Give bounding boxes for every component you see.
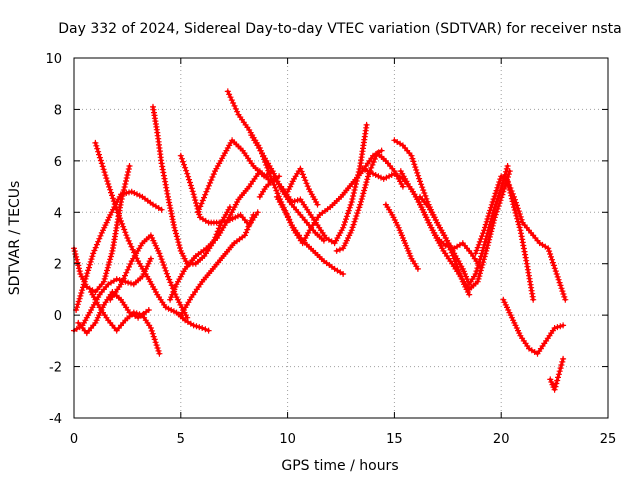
series-arc-26: [500, 296, 567, 357]
y-tick-labels: -4 -2 0 2 4 6 8 10: [45, 52, 62, 427]
series-markers: [500, 296, 567, 357]
series-markers: [194, 137, 276, 216]
series-markers: [150, 103, 233, 267]
plot-frame: [73, 57, 609, 419]
y-tick-label: -4: [49, 412, 62, 427]
chart-title: Day 332 of 2024, Sidereal Day-to-day VTE…: [58, 21, 621, 37]
series-arc-4: [92, 139, 212, 334]
series-markers: [547, 355, 567, 393]
series-markers: [107, 232, 191, 321]
series-arc-27: [547, 355, 567, 393]
series-arc-15: [256, 121, 370, 247]
y-tick-label: 6: [54, 155, 62, 170]
x-axis-label: GPS time / hours: [281, 458, 398, 474]
series-arc-12: [194, 137, 276, 216]
series-arc-21: [391, 137, 511, 288]
series-markers: [273, 147, 385, 247]
series-group: [71, 88, 569, 393]
y-tick-label: 0: [54, 309, 62, 324]
y-axis-label: SDTVAR / TECUs: [7, 181, 23, 296]
series-markers: [284, 165, 321, 208]
axis-ticks: [73, 57, 609, 419]
x-tick-label: 25: [600, 432, 617, 447]
x-tick-label: 10: [279, 432, 296, 447]
x-tick-label: 5: [177, 432, 185, 447]
series-arc-20: [382, 201, 421, 272]
series-markers: [502, 173, 569, 303]
series-markers: [382, 201, 421, 272]
series-markers: [88, 289, 163, 357]
y-tick-label: 10: [45, 52, 62, 67]
series-markers: [417, 193, 473, 298]
x-tick-label: 20: [493, 432, 510, 447]
series-arc-25: [502, 173, 569, 303]
x-tick-label: 0: [70, 432, 78, 447]
x-tick-labels: 0 5 10 15 20 25: [70, 432, 616, 447]
series-arc-23: [417, 193, 473, 298]
series-markers: [92, 139, 212, 334]
y-tick-label: 2: [54, 258, 62, 273]
series-arc-6: [88, 289, 163, 357]
x-tick-label: 15: [386, 432, 403, 447]
y-tick-label: 8: [54, 103, 62, 118]
series-arc-11: [177, 211, 257, 319]
series-markers: [177, 211, 257, 319]
y-tick-label: 4: [54, 206, 62, 221]
series-arc-17: [284, 165, 321, 208]
y-tick-label: -2: [49, 361, 62, 376]
